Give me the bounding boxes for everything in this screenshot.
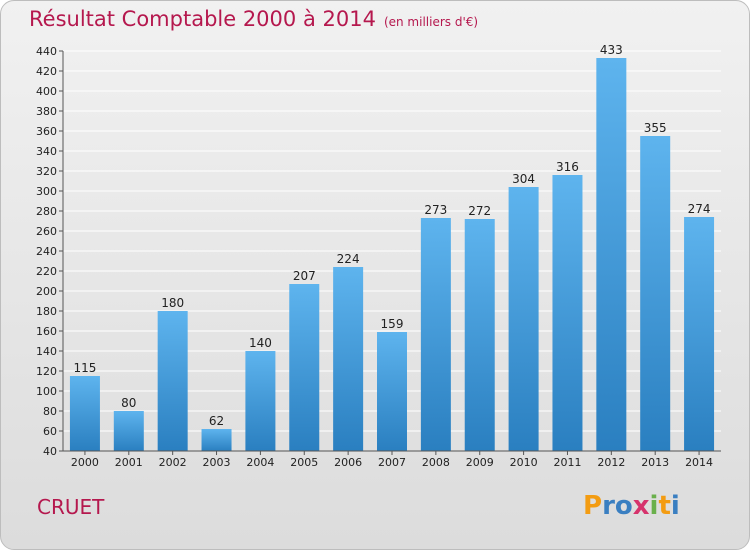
- logo-letter: o: [614, 491, 633, 521]
- y-tick-label: 260: [36, 225, 57, 238]
- data-label: 304: [512, 172, 535, 186]
- y-tick-label: 40: [43, 445, 57, 458]
- x-tick-label: 2001: [115, 456, 143, 469]
- y-tick-label: 380: [36, 105, 57, 118]
- data-label: 180: [161, 296, 184, 310]
- data-labels: 115 80 180 62 140 207 224 159 273 272 304 316 433 355…: [73, 43, 710, 428]
- chart-title: Résultat Comptable 2000 à 2014 (en millie…: [29, 7, 478, 31]
- x-tick-label: 2000: [71, 456, 99, 469]
- x-tick-label: 2012: [597, 456, 625, 469]
- data-label: 433: [600, 43, 623, 57]
- bars: [69, 58, 715, 451]
- x-tick-label: 2013: [641, 456, 669, 469]
- y-tick-label: 140: [36, 345, 57, 358]
- x-tick-label: 2007: [378, 456, 406, 469]
- y-tick-label: 240: [36, 245, 57, 258]
- bar: [640, 136, 671, 451]
- chart-subtitle: (en milliers d'€): [383, 15, 479, 29]
- y-tick-label: 400: [36, 85, 57, 98]
- y-tick-label: 340: [36, 145, 57, 158]
- bar: [508, 187, 539, 451]
- y-tick-label: 300: [36, 185, 57, 198]
- bar: [552, 175, 583, 451]
- bar: [684, 217, 715, 451]
- x-axis: 2000 2001 2002 2003 2004 2005 2006 2007 2008 2009…: [63, 450, 721, 469]
- logo-letter: P: [583, 491, 603, 521]
- logo-letter: x: [632, 491, 650, 521]
- x-tick-label: 2009: [466, 456, 494, 469]
- data-label: 274: [688, 202, 711, 216]
- bar: [333, 267, 364, 451]
- data-label: 316: [556, 160, 579, 174]
- y-tick-label: 360: [36, 125, 57, 138]
- data-label: 272: [468, 204, 491, 218]
- bar: [464, 219, 495, 451]
- bar: [596, 58, 627, 451]
- bar: [113, 411, 144, 451]
- data-label: 355: [644, 121, 667, 135]
- x-tick-label: 2004: [246, 456, 274, 469]
- x-tick-label: 2006: [334, 456, 362, 469]
- data-label: 159: [381, 317, 404, 331]
- data-label: 224: [337, 252, 360, 266]
- chart-title-text: Résultat Comptable 2000 à 2014: [29, 7, 376, 31]
- logo-letter: t: [658, 491, 671, 521]
- x-tick-label: 2002: [159, 456, 187, 469]
- commune-name: CRUET: [37, 495, 105, 519]
- y-axis: 40 60 80 100 120 140 160 180 200 220 240 260 280 300 3…: [36, 45, 64, 458]
- data-label: 62: [209, 414, 224, 428]
- logo-letter: i: [670, 491, 680, 521]
- logo-letter: r: [602, 491, 615, 521]
- y-tick-label: 220: [36, 265, 57, 278]
- y-tick-label: 160: [36, 325, 57, 338]
- x-tick-label: 2010: [510, 456, 538, 469]
- data-label: 115: [73, 361, 96, 375]
- bar: [157, 311, 188, 451]
- y-tick-label: 200: [36, 285, 57, 298]
- bar: [69, 376, 100, 451]
- y-tick-label: 440: [36, 45, 57, 58]
- bar: [245, 351, 276, 451]
- y-tick-label: 180: [36, 305, 57, 318]
- y-tick-label: 60: [43, 425, 57, 438]
- x-tick-label: 2008: [422, 456, 450, 469]
- bar: [420, 218, 451, 451]
- data-label: 273: [424, 203, 447, 217]
- y-tick-label: 120: [36, 365, 57, 378]
- y-tick-label: 100: [36, 385, 57, 398]
- data-label: 80: [121, 396, 136, 410]
- logo-letter: i: [649, 491, 659, 521]
- bar: [377, 332, 407, 451]
- y-tick-label: 320: [36, 165, 57, 178]
- y-tick-label: 80: [43, 405, 57, 418]
- proxiti-logo: Proxiti: [583, 491, 680, 521]
- data-label: 140: [249, 336, 272, 350]
- x-tick-label: 2014: [685, 456, 713, 469]
- x-tick-label: 2011: [553, 456, 581, 469]
- y-tick-label: 420: [36, 65, 57, 78]
- y-tick-label: 280: [36, 205, 57, 218]
- bar: [289, 284, 320, 451]
- x-tick-label: 2005: [290, 456, 318, 469]
- bar: [201, 429, 232, 451]
- x-tick-label: 2003: [203, 456, 231, 469]
- data-label: 207: [293, 269, 316, 283]
